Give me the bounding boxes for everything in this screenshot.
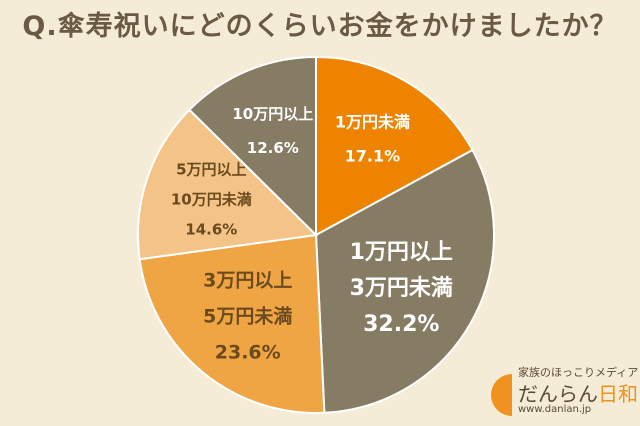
brand-circle-icon	[486, 372, 520, 418]
slice-1-category-label: 1万円未満	[335, 113, 410, 132]
slice-1-value-label: 17.1%	[345, 147, 401, 166]
slice-2-category-label: 3万円未満	[350, 275, 453, 301]
slice-4-value-label: 14.6%	[185, 221, 237, 239]
pie-slice-5	[188, 55, 317, 238]
slice-2-value-label: 32.2%	[363, 312, 439, 337]
pie-slice-4	[137, 108, 319, 261]
slice-4-category-label: 5万円以上	[176, 161, 246, 179]
pie-slice-1	[315, 55, 474, 237]
slice-3-value-label: 23.6%	[215, 342, 281, 364]
brand-logo: 家族のほっこりメディア だんらん日和 www.danlan.jp	[482, 362, 638, 422]
slice-3-category-label: 3万円以上	[203, 270, 292, 292]
brand-name: だんらん日和	[518, 378, 638, 407]
slice-2-category-label: 1万円以上	[350, 240, 453, 265]
slice-4-category-label: 10万円未満	[171, 191, 252, 209]
brand-name-main: だんらん	[518, 382, 598, 406]
chart-title: Q.傘寿祝いにどのくらいお金をかけましたか？	[22, 11, 618, 42]
slice-5-value-label: 12.6%	[247, 139, 299, 157]
pie-slice-3	[138, 233, 326, 414]
pie-slice-2	[314, 148, 495, 414]
slice-3-category-label: 5万円未満	[203, 305, 292, 328]
brand-name-accent: 日和	[598, 382, 638, 406]
brand-tagline: 家族のほっこりメディア	[518, 366, 639, 379]
slice-5-category-label: 10万円以上	[232, 105, 313, 123]
brand-url: www.danlan.jp	[518, 404, 592, 415]
